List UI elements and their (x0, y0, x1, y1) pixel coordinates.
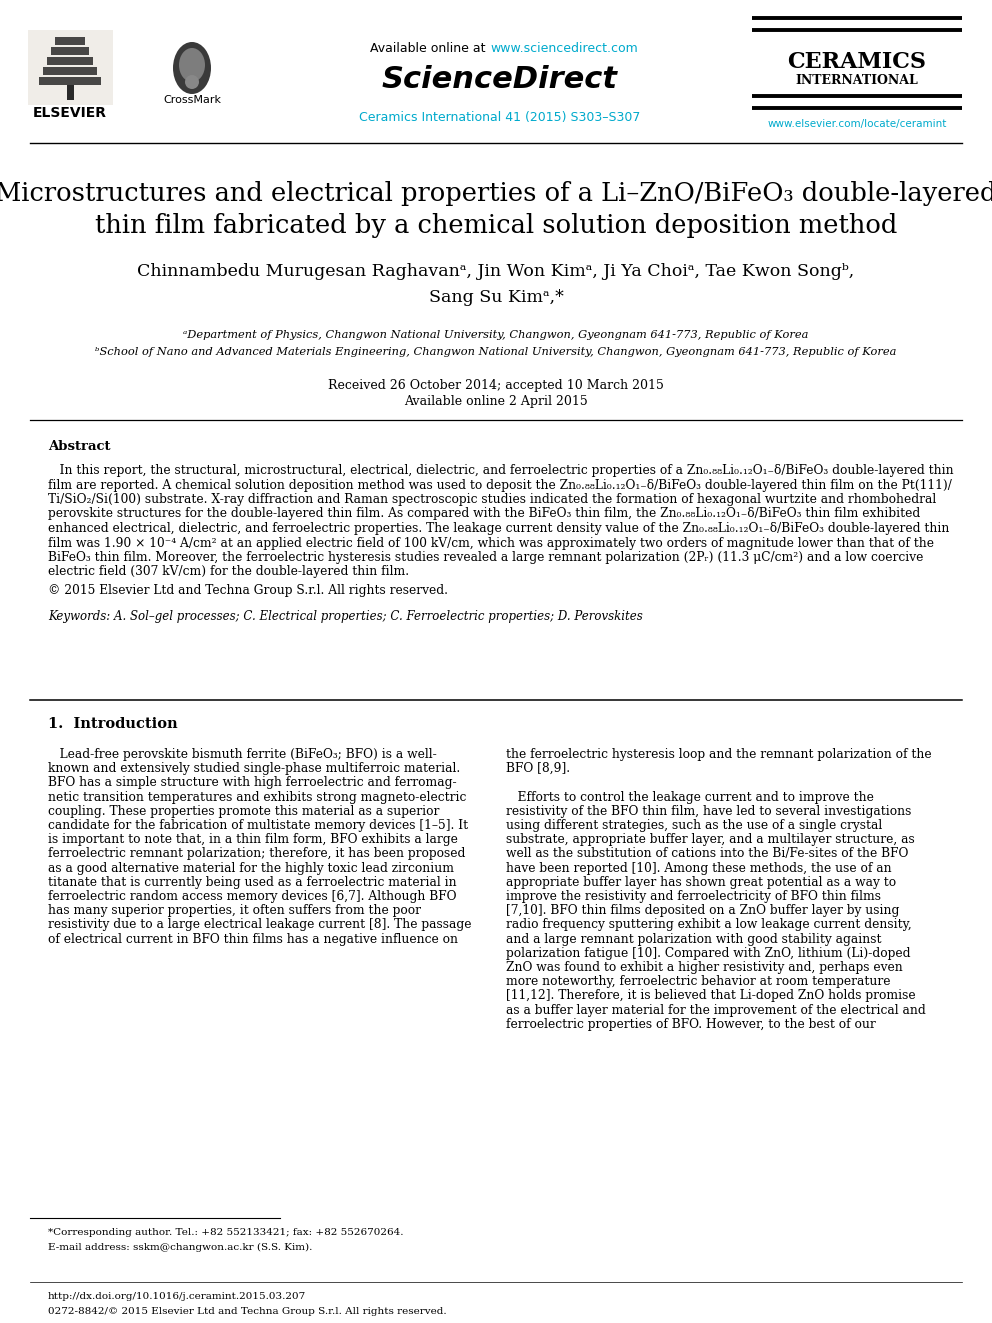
Text: well as the substitution of cations into the Bi/Fe-sites of the BFO: well as the substitution of cations into… (506, 848, 909, 860)
Text: 1.  Introduction: 1. Introduction (48, 717, 178, 732)
Text: Microstructures and electrical properties of a Li–ZnO/BiFeO₃ double-layered: Microstructures and electrical propertie… (0, 180, 992, 205)
Ellipse shape (185, 75, 199, 89)
Text: ᵇSchool of Nano and Advanced Materials Engineering, Changwon National University: ᵇSchool of Nano and Advanced Materials E… (95, 347, 897, 357)
Text: BiFeO₃ thin film. Moreover, the ferroelectric hysteresis studies revealed a larg: BiFeO₃ thin film. Moreover, the ferroele… (48, 550, 924, 564)
Text: ferroelectric random access memory devices [6,7]. Although BFO: ferroelectric random access memory devic… (48, 890, 456, 904)
Text: Chinnambedu Murugesan Raghavanᵃ, Jin Won Kimᵃ, Ji Ya Choiᵃ, Tae Kwon Songᵇ,: Chinnambedu Murugesan Raghavanᵃ, Jin Won… (137, 263, 855, 280)
Text: perovskite structures for the double-layered thin film. As compared with the BiF: perovskite structures for the double-lay… (48, 508, 921, 520)
Text: appropriate buffer layer has shown great potential as a way to: appropriate buffer layer has shown great… (506, 876, 896, 889)
Text: and a large remnant polarization with good stability against: and a large remnant polarization with go… (506, 933, 882, 946)
Text: film was 1.90 × 10⁻⁴ A/cm² at an applied electric field of 100 kV/cm, which was : film was 1.90 × 10⁻⁴ A/cm² at an applied… (48, 537, 934, 549)
Text: ELSEVIER: ELSEVIER (33, 106, 107, 120)
Bar (67, 85, 74, 101)
Bar (28, 30, 113, 105)
Text: coupling. These properties promote this material as a superior: coupling. These properties promote this … (48, 804, 439, 818)
Text: [11,12]. Therefore, it is believed that Li-doped ZnO holds promise: [11,12]. Therefore, it is believed that … (506, 990, 916, 1003)
Text: has many superior properties, it often suffers from the poor: has many superior properties, it often s… (48, 904, 421, 917)
Text: INTERNATIONAL: INTERNATIONAL (796, 74, 919, 86)
Text: www.elsevier.com/locate/ceramint: www.elsevier.com/locate/ceramint (768, 119, 946, 130)
Text: known and extensively studied single-phase multiferroic material.: known and extensively studied single-pha… (48, 762, 460, 775)
Text: as a buffer layer material for the improvement of the electrical and: as a buffer layer material for the impro… (506, 1004, 926, 1016)
Text: ᵃDepartment of Physics, Changwon National University, Changwon, Gyeongnam 641-77: ᵃDepartment of Physics, Changwon Nationa… (184, 329, 808, 340)
Text: radio frequency sputtering exhibit a low leakage current density,: radio frequency sputtering exhibit a low… (506, 918, 912, 931)
Text: Available online at: Available online at (370, 41, 489, 54)
Text: polarization fatigue [10]. Compared with ZnO, lithium (Li)-doped: polarization fatigue [10]. Compared with… (506, 947, 911, 959)
Text: candidate for the fabrication of multistate memory devices [1–5]. It: candidate for the fabrication of multist… (48, 819, 468, 832)
Text: Efforts to control the leakage current and to improve the: Efforts to control the leakage current a… (506, 791, 874, 803)
Text: improve the resistivity and ferroelectricity of BFO thin films: improve the resistivity and ferroelectri… (506, 890, 881, 904)
Text: the ferroelectric hysteresis loop and the remnant polarization of the: the ferroelectric hysteresis loop and th… (506, 747, 931, 761)
Text: using different strategies, such as the use of a single crystal: using different strategies, such as the … (506, 819, 882, 832)
Bar (47, 57, 93, 65)
Text: ZnO was found to exhibit a higher resistivity and, perhaps even: ZnO was found to exhibit a higher resist… (506, 960, 903, 974)
Text: thin film fabricated by a chemical solution deposition method: thin film fabricated by a chemical solut… (95, 213, 897, 238)
Text: Abstract: Abstract (48, 439, 110, 452)
Text: Ti/SiO₂/Si(100) substrate. X-ray diffraction and Raman spectroscopic studies ind: Ti/SiO₂/Si(100) substrate. X-ray diffrac… (48, 493, 936, 505)
Text: Sang Su Kimᵃ,*: Sang Su Kimᵃ,* (429, 290, 563, 307)
Text: electric field (307 kV/cm) for the double-layered thin film.: electric field (307 kV/cm) for the doubl… (48, 565, 409, 578)
Text: Keywords: A. Sol–gel processes; C. Electrical properties; C. Ferroelectric prope: Keywords: A. Sol–gel processes; C. Elect… (48, 610, 643, 623)
Text: ferroelectric remnant polarization; therefore, it has been proposed: ferroelectric remnant polarization; ther… (48, 848, 465, 860)
Text: more noteworthy, ferroelectric behavior at room temperature: more noteworthy, ferroelectric behavior … (506, 975, 891, 988)
Text: as a good alternative material for the highly toxic lead zirconium: as a good alternative material for the h… (48, 861, 454, 875)
Text: © 2015 Elsevier Ltd and Techna Group S.r.l. All rights reserved.: © 2015 Elsevier Ltd and Techna Group S.r… (48, 583, 448, 597)
Text: Received 26 October 2014; accepted 10 March 2015: Received 26 October 2014; accepted 10 Ma… (328, 378, 664, 392)
Bar (43, 67, 97, 75)
Text: substrate, appropriate buffer layer, and a multilayer structure, as: substrate, appropriate buffer layer, and… (506, 833, 915, 847)
Text: *Corresponding author. Tel.: +82 552133421; fax: +82 552670264.: *Corresponding author. Tel.: +82 5521334… (48, 1228, 404, 1237)
Text: CrossMark: CrossMark (163, 95, 221, 105)
Text: Available online 2 April 2015: Available online 2 April 2015 (404, 394, 588, 407)
Text: film are reported. A chemical solution deposition method was used to deposit the: film are reported. A chemical solution d… (48, 479, 952, 492)
Text: CERAMICS: CERAMICS (788, 52, 927, 73)
Text: http://dx.doi.org/10.1016/j.ceramint.2015.03.207: http://dx.doi.org/10.1016/j.ceramint.201… (48, 1293, 307, 1301)
Text: resistivity of the BFO thin film, have led to several investigations: resistivity of the BFO thin film, have l… (506, 804, 912, 818)
Bar (51, 48, 89, 56)
Text: is important to note that, in a thin film form, BFO exhibits a large: is important to note that, in a thin fil… (48, 833, 458, 847)
Bar (55, 37, 85, 45)
Text: www.sciencedirect.com: www.sciencedirect.com (490, 41, 638, 54)
Ellipse shape (179, 48, 205, 82)
Text: ScienceDirect: ScienceDirect (382, 66, 618, 94)
Text: netic transition temperatures and exhibits strong magneto-electric: netic transition temperatures and exhibi… (48, 791, 466, 803)
Text: BFO has a simple structure with high ferroelectric and ferromag-: BFO has a simple structure with high fer… (48, 777, 456, 790)
Text: BFO [8,9].: BFO [8,9]. (506, 762, 570, 775)
Text: have been reported [10]. Among these methods, the use of an: have been reported [10]. Among these met… (506, 861, 892, 875)
Text: Lead-free perovskite bismuth ferrite (BiFeO₃; BFO) is a well-: Lead-free perovskite bismuth ferrite (Bi… (48, 747, 436, 761)
Text: E-mail address: sskm@changwon.ac.kr (S.S. Kim).: E-mail address: sskm@changwon.ac.kr (S.S… (48, 1244, 312, 1252)
Text: 0272-8842/© 2015 Elsevier Ltd and Techna Group S.r.l. All rights reserved.: 0272-8842/© 2015 Elsevier Ltd and Techna… (48, 1307, 446, 1316)
Text: enhanced electrical, dielectric, and ferroelectric properties. The leakage curre: enhanced electrical, dielectric, and fer… (48, 523, 949, 534)
Text: ferroelectric properties of BFO. However, to the best of our: ferroelectric properties of BFO. However… (506, 1017, 876, 1031)
Text: In this report, the structural, microstructural, electrical, dielectric, and fer: In this report, the structural, microstr… (48, 464, 953, 478)
Ellipse shape (173, 42, 211, 94)
Bar (39, 77, 101, 85)
Text: Ceramics International 41 (2015) S303–S307: Ceramics International 41 (2015) S303–S3… (359, 111, 641, 124)
Text: [7,10]. BFO thin films deposited on a ZnO buffer layer by using: [7,10]. BFO thin films deposited on a Zn… (506, 904, 900, 917)
Text: resistivity due to a large electrical leakage current [8]. The passage: resistivity due to a large electrical le… (48, 918, 471, 931)
Text: titanate that is currently being used as a ferroelectric material in: titanate that is currently being used as… (48, 876, 456, 889)
Text: of electrical current in BFO thin films has a negative influence on: of electrical current in BFO thin films … (48, 933, 458, 946)
